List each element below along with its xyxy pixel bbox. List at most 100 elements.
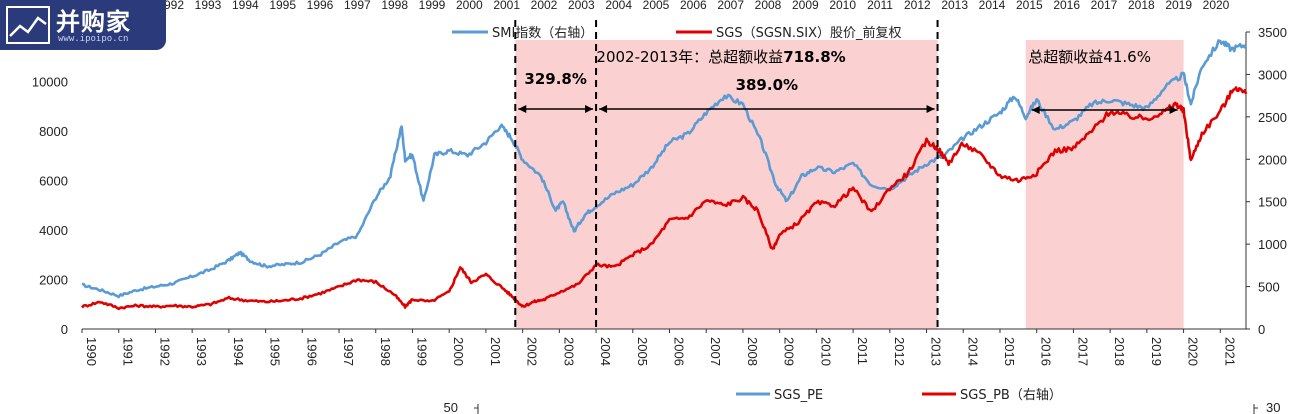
x-tick-label: 2009 <box>782 337 797 366</box>
x-tick-label: 2000 <box>451 337 466 366</box>
y-right-tick-label: 1000 <box>1258 237 1287 252</box>
top-year-label: 2005 <box>643 0 670 12</box>
top-year-label: 1998 <box>381 0 408 12</box>
x-tick-label: 1997 <box>341 337 356 366</box>
y-right-tick-label: 1500 <box>1258 195 1287 210</box>
series-line-1 <box>81 86 1248 311</box>
top-year-label: 2016 <box>1053 0 1080 12</box>
x-tick-label: 1995 <box>268 337 283 366</box>
x-tick-label: 1991 <box>121 337 136 366</box>
x-tick-label: 2017 <box>1075 337 1090 366</box>
y-left-tick-label: 4000 <box>39 223 68 238</box>
x-tick-label: 2018 <box>1112 337 1127 366</box>
shaded-regions <box>515 40 1184 329</box>
annotation-389-arrowhead-right <box>926 105 935 113</box>
chart2-legend-label-0: SGS_PE <box>774 388 823 403</box>
x-tick-label: 2008 <box>745 337 760 366</box>
y-right-tick-label: 3500 <box>1258 25 1287 40</box>
top-year-label: 1996 <box>307 0 334 12</box>
legend-top: SMI指数（右轴） SGS（SGSN.SIX）股价_前复权 <box>452 25 902 41</box>
x-tick-label: 1999 <box>414 337 429 366</box>
logo-url: www.ipoipo.cn <box>58 34 129 44</box>
y-left-tick-label: 0 <box>61 322 68 337</box>
top-year-label: 2012 <box>904 0 931 12</box>
x-tick-label: 2021 <box>1222 337 1237 366</box>
top-year-label: 1997 <box>344 0 371 12</box>
top-year-label: 2015 <box>1016 0 1043 12</box>
legend-label-0: SMI指数（右轴） <box>492 26 593 41</box>
x-tick-label: 2012 <box>892 337 907 366</box>
top-year-label: 2002 <box>531 0 558 12</box>
shaded-region-0 <box>515 40 938 329</box>
watermark-logo: 并购家 www.ipoipo.cn <box>0 0 166 50</box>
top-year-label: 2018 <box>1128 0 1155 12</box>
logo-name: 并购家 <box>56 8 131 36</box>
shaded-region-1 <box>1025 40 1184 329</box>
x-tick-label: 2013 <box>929 337 944 366</box>
top-year-label: 2014 <box>979 0 1006 12</box>
y-right-tick-label: 3000 <box>1258 67 1287 82</box>
x-tick-label: 2015 <box>1002 337 1017 366</box>
x-tick-label: 1993 <box>194 337 209 366</box>
annotation-416-arrowhead-right <box>1169 106 1178 114</box>
top-year-label: 1995 <box>269 0 296 12</box>
x-tick-label: 1990 <box>84 337 99 366</box>
top-year-labels: 1990199119921993199419951996199719981999… <box>83 0 1230 12</box>
x-tick-label: 2007 <box>708 337 723 366</box>
top-year-label: 2004 <box>605 0 632 12</box>
top-year-label: 2006 <box>680 0 707 12</box>
y-left-tick-label: 10000 <box>32 75 68 90</box>
second-chart-partial: SGS_PE SGS_PB（右轴） 50 30 <box>444 388 1280 414</box>
legend-label-1: SGS（SGSN.SIX）股价_前复权 <box>716 25 902 41</box>
top-year-label: 2003 <box>568 0 595 12</box>
x-tick-label: 2014 <box>965 337 980 366</box>
top-year-label: 2008 <box>755 0 782 12</box>
x-tick-label: 2006 <box>672 337 687 366</box>
y-right-tick-label: 0 <box>1258 322 1265 337</box>
annotation-329-arrowhead-right <box>585 105 594 113</box>
chart2-left-tick: 50 <box>444 400 458 414</box>
dashed-dividers <box>514 20 939 329</box>
annotation-416-label: 总超额收益41.6% <box>1028 48 1151 66</box>
x-tick-label: 2005 <box>635 337 650 366</box>
top-year-label: 2009 <box>792 0 819 12</box>
y-right-tick-label: 2500 <box>1258 110 1287 125</box>
annotation-total-prefix: 2002-2013年：总超额收益 <box>596 48 783 66</box>
annotation-389-label: 389.0% <box>736 76 798 94</box>
top-year-label: 2010 <box>829 0 856 12</box>
logo-chart-icon <box>6 6 50 44</box>
x-tick-label: 2011 <box>855 337 870 365</box>
x-tick-label: 1994 <box>231 337 246 366</box>
top-year-label: 2019 <box>1165 0 1192 12</box>
top-year-label: 1994 <box>232 0 259 12</box>
top-year-label: 2011 <box>867 0 893 12</box>
top-year-label: 2001 <box>493 0 520 12</box>
x-tick-label: 1992 <box>157 337 172 366</box>
annotation-389-arrowhead-left <box>599 105 608 113</box>
x-tick-label: 1996 <box>304 337 319 366</box>
top-year-label: 2017 <box>1091 0 1118 12</box>
series-line-0 <box>81 39 1248 299</box>
annotation-total-value: 718.8% <box>783 48 845 66</box>
chart2-right-tick: 30 <box>1266 400 1280 414</box>
top-year-label: 2000 <box>456 0 483 12</box>
annotation-total-2002-2013: 2002-2013年：总超额收益718.8% <box>596 48 845 66</box>
y-left-tick-label: 2000 <box>39 273 68 288</box>
top-year-label: 2020 <box>1203 0 1230 12</box>
x-tick-label: 2001 <box>488 337 503 366</box>
x-tick-label: 2020 <box>1186 337 1201 366</box>
axes: 0 2000 4000 6000 8000 10000 0 500 1000 1500 2000 25… <box>32 25 1287 366</box>
x-tick-label: 2002 <box>525 337 540 366</box>
y-left-tick-label: 6000 <box>39 174 68 189</box>
chart2-legend-label-1: SGS_PB（右轴） <box>960 388 1062 403</box>
top-year-label: 2007 <box>717 0 744 12</box>
y-left-tick-label: 8000 <box>39 124 68 139</box>
top-year-label: 1999 <box>419 0 446 12</box>
y-right-tick-label: 2000 <box>1258 152 1287 167</box>
x-tick-label: 2004 <box>598 337 613 366</box>
x-tick-label: 1998 <box>378 337 393 366</box>
annotation-416-arrowhead-left <box>1031 106 1040 114</box>
x-tick-label: 2010 <box>818 337 833 366</box>
top-year-label: 1993 <box>195 0 222 12</box>
